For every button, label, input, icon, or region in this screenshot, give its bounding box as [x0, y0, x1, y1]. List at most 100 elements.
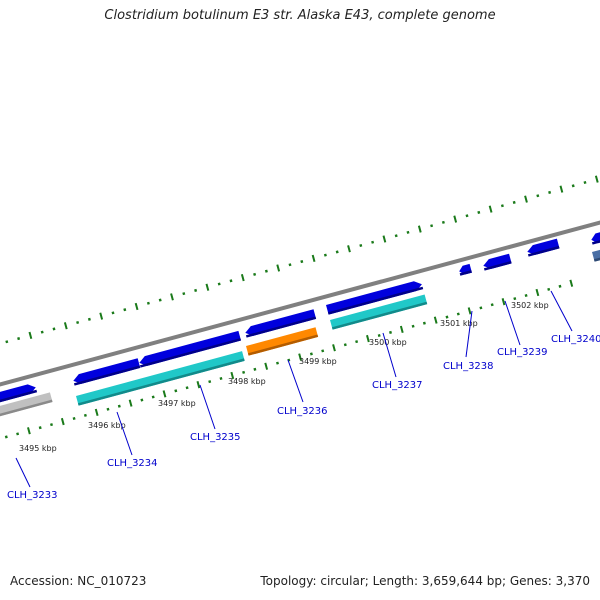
cds-arrow-shadow [139, 338, 242, 368]
gene-leader-line [116, 411, 133, 456]
outer-tick [28, 331, 33, 340]
cds-arrow-shadow [245, 316, 317, 338]
cds-arrow-shadow [483, 260, 512, 271]
trna-block-shadow [247, 334, 319, 356]
cds-arrow-shadow [527, 245, 560, 257]
rrna-block-body [330, 294, 428, 330]
outer-tick [40, 330, 44, 334]
cds-arrow [73, 358, 141, 386]
inner-tick [298, 353, 302, 361]
outer-tick [99, 312, 104, 320]
inner-tick [38, 426, 42, 430]
tick-label: 3499 kbp [299, 357, 337, 366]
misc-feature-block-shadow [0, 399, 53, 418]
outer-tick [524, 195, 528, 203]
misc-feature-block-shadow [593, 256, 600, 262]
outer-tick [76, 321, 80, 325]
cds-arrow-body [527, 238, 560, 255]
gene-leader-line [287, 359, 304, 403]
cds-arrow [483, 253, 512, 271]
tick-label: 3501 kbp [440, 319, 478, 328]
trna-block-body [246, 327, 319, 356]
outer-tick [347, 245, 351, 253]
outer-tick [182, 292, 186, 296]
gene-leader-line [550, 290, 573, 332]
inner-tick [4, 435, 8, 439]
gene-label-layer: CLH_3233 CLH_3234 CLH_3235 CLH_3236 CLH_3237… [7, 290, 600, 501]
gene-label: CLH_3235 [190, 432, 241, 443]
outer-tick [253, 272, 257, 276]
inner-tick [456, 312, 460, 316]
inner-tick [60, 417, 65, 426]
outer-tick [406, 230, 410, 234]
inner-tick [366, 334, 370, 343]
inner-tick [83, 413, 87, 417]
inner-tick [501, 298, 506, 306]
tick-label: 3496 kbp [88, 421, 126, 430]
outer-tick [205, 283, 210, 291]
inner-tick [547, 287, 551, 291]
rrna-block [76, 351, 245, 406]
outer-tick [477, 210, 481, 214]
outer-tick [417, 225, 422, 233]
outer-tick [52, 327, 56, 331]
inner-tick-ring [4, 279, 574, 439]
inner-tick [399, 325, 404, 333]
outer-tick [382, 235, 387, 243]
outer-tick [311, 254, 316, 262]
inner-tick [321, 349, 325, 353]
cds-arrow [326, 281, 424, 315]
inner-tick [72, 416, 76, 421]
inner-tick [411, 324, 415, 328]
cds-arrow-shadow [73, 365, 141, 386]
cds-arrow-body [245, 309, 317, 336]
genome-backbone [0, 220, 600, 387]
outer-tick [430, 224, 434, 228]
inner-tick [185, 386, 189, 390]
inner-tick [433, 316, 438, 324]
gene-leader-line [199, 384, 216, 430]
inner-tick [219, 377, 223, 381]
outer-tick [134, 302, 139, 311]
rrna-block-shadow [331, 301, 428, 330]
outer-tick [536, 194, 540, 198]
outer-tick [359, 243, 363, 248]
gene-label: CLH_3237 [372, 380, 423, 391]
outer-tick [17, 337, 21, 341]
outer-tick [240, 273, 245, 282]
inner-tick [389, 330, 392, 334]
inner-tick [50, 423, 53, 427]
gene-leader-line [465, 310, 473, 358]
cds-arrow-body [139, 330, 242, 366]
inner-tick [287, 358, 291, 362]
outer-tick [111, 311, 115, 315]
rrna-block [330, 294, 428, 330]
inner-tick [151, 395, 155, 399]
outer-tick [170, 293, 174, 301]
outer-tick [453, 215, 458, 223]
cds-arrow-shadow [591, 238, 600, 245]
outer-tick [465, 214, 469, 218]
inner-tick [445, 315, 449, 319]
inner-tick [535, 288, 540, 297]
outer-tick [146, 301, 150, 305]
outer-tick [323, 253, 327, 257]
rrna-block-body [76, 351, 245, 406]
cds-arrow-body [591, 231, 600, 244]
gene-label: CLH_3240 [551, 334, 600, 345]
cds-arrow [591, 231, 600, 245]
cds-arrow-shadow [0, 389, 38, 404]
outer-tick-ring [5, 175, 599, 344]
gene-label: CLH_3233 [7, 490, 58, 501]
outer-tick [394, 234, 398, 238]
outer-tick [194, 288, 198, 292]
inner-tick [27, 427, 31, 435]
tick-label: 3497 kbp [158, 399, 196, 408]
inner-tick [140, 398, 144, 402]
inner-tick [196, 381, 201, 389]
inner-tick [513, 297, 517, 301]
cds-arrow-body [73, 358, 141, 384]
inner-tick [558, 284, 562, 288]
inner-tick [309, 352, 313, 356]
